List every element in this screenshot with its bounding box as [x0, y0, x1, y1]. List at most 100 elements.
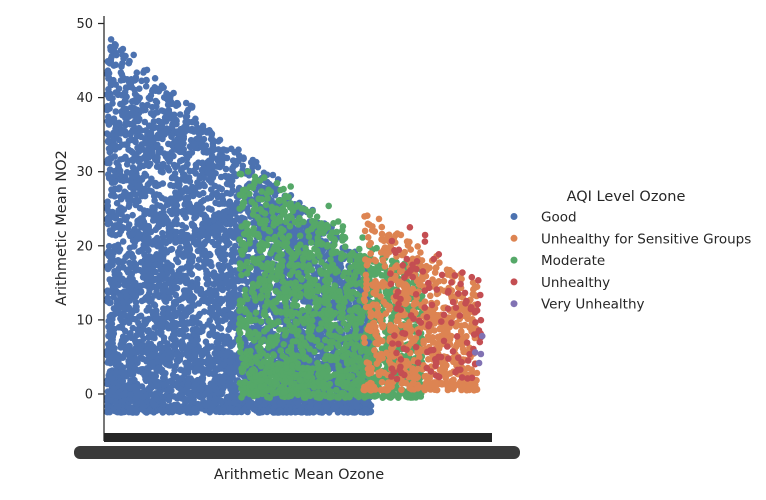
data-point	[176, 111, 184, 118]
data-point	[125, 203, 133, 210]
data-point	[105, 171, 112, 178]
data-point	[203, 267, 210, 275]
data-point	[123, 93, 130, 101]
data-point	[170, 89, 177, 97]
data-point	[227, 251, 235, 259]
data-point	[216, 350, 224, 358]
data-point	[166, 237, 173, 245]
data-point	[122, 153, 129, 161]
data-point	[318, 409, 325, 416]
data-point	[195, 256, 203, 264]
data-point	[121, 350, 129, 358]
data-point	[151, 84, 158, 91]
data-point	[205, 205, 213, 212]
data-point	[165, 396, 173, 404]
data-point	[185, 152, 193, 159]
data-point	[208, 186, 215, 193]
data-point	[126, 244, 134, 252]
data-point	[215, 210, 223, 217]
data-point	[195, 133, 203, 141]
data-point	[133, 69, 141, 76]
data-point	[137, 282, 144, 290]
data-point	[209, 136, 217, 144]
data-point	[247, 159, 255, 166]
data-point	[176, 271, 184, 278]
data-point	[126, 259, 133, 267]
data-point	[161, 246, 168, 253]
data-point	[240, 154, 247, 161]
data-point	[105, 242, 113, 250]
data-point	[182, 396, 189, 404]
data-point	[194, 262, 201, 270]
data-point	[132, 406, 140, 413]
data-point	[213, 233, 220, 241]
data-point	[107, 36, 115, 43]
data-point	[129, 324, 137, 332]
data-point	[158, 328, 165, 336]
data-point	[192, 226, 199, 233]
data-point	[104, 137, 112, 145]
data-point	[184, 188, 191, 195]
data-point	[142, 83, 150, 90]
data-point	[123, 334, 130, 342]
data-point	[210, 216, 217, 223]
data-point	[151, 75, 159, 82]
data-point	[106, 276, 113, 283]
data-point	[128, 334, 135, 342]
data-point	[149, 359, 156, 367]
data-point	[144, 101, 151, 109]
data-point	[164, 164, 172, 171]
data-point	[206, 357, 213, 364]
data-point	[132, 191, 139, 198]
data-point	[183, 263, 191, 270]
data-point	[120, 177, 127, 185]
data-point	[129, 309, 136, 316]
data-point	[191, 213, 199, 220]
data-point	[110, 117, 118, 124]
data-point	[108, 132, 116, 139]
data-point	[143, 307, 151, 314]
data-point	[147, 228, 155, 236]
data-point	[216, 152, 223, 159]
data-point	[152, 210, 159, 218]
data-point	[165, 288, 173, 295]
data-point	[164, 340, 171, 347]
data-point	[144, 260, 152, 267]
data-point	[137, 133, 145, 141]
data-point	[140, 369, 148, 377]
data-point	[229, 166, 236, 174]
data-point	[172, 362, 179, 370]
data-point	[205, 164, 213, 171]
data-point	[191, 231, 198, 239]
data-point	[106, 328, 113, 335]
data-point	[136, 345, 144, 353]
data-point	[229, 374, 236, 381]
data-point	[199, 125, 207, 132]
data-point	[103, 91, 111, 98]
data-point	[174, 380, 181, 388]
data-point	[129, 211, 136, 219]
data-point	[131, 365, 139, 373]
data-point	[128, 98, 136, 105]
data-point	[152, 283, 159, 291]
data-point	[241, 405, 248, 413]
data-point	[130, 280, 137, 288]
data-point	[134, 221, 141, 228]
data-point	[230, 204, 238, 211]
data-point	[151, 292, 159, 299]
data-point	[143, 358, 150, 365]
data-point	[174, 101, 182, 108]
data-point	[180, 173, 187, 181]
data-point	[269, 171, 277, 179]
data-point	[124, 269, 132, 276]
data-point	[191, 208, 198, 215]
data-point	[161, 131, 168, 138]
data-point	[209, 370, 216, 378]
data-point	[137, 247, 144, 254]
data-point	[147, 353, 154, 361]
data-point	[235, 277, 242, 285]
data-point	[197, 285, 205, 293]
data-point	[182, 224, 190, 231]
data-point	[229, 277, 236, 284]
data-point	[136, 176, 143, 184]
